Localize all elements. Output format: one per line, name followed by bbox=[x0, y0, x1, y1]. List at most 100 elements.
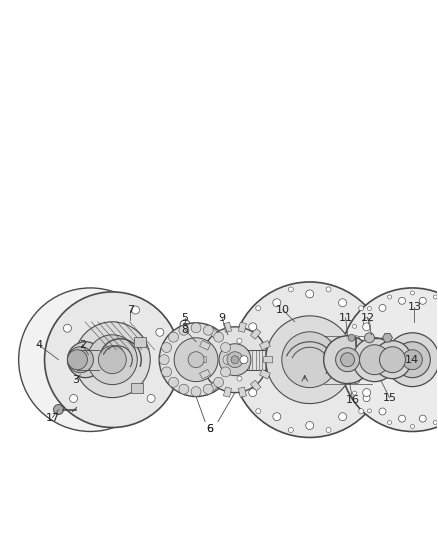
Circle shape bbox=[183, 323, 187, 327]
Polygon shape bbox=[209, 381, 219, 391]
Circle shape bbox=[169, 377, 179, 387]
Circle shape bbox=[19, 288, 162, 432]
Circle shape bbox=[336, 348, 360, 372]
Circle shape bbox=[67, 342, 103, 378]
Circle shape bbox=[353, 377, 360, 384]
Circle shape bbox=[363, 394, 370, 402]
Circle shape bbox=[348, 334, 355, 341]
Circle shape bbox=[240, 356, 248, 364]
Polygon shape bbox=[209, 328, 219, 339]
Circle shape bbox=[339, 298, 346, 306]
Circle shape bbox=[363, 389, 371, 397]
Circle shape bbox=[237, 338, 242, 343]
Circle shape bbox=[410, 291, 414, 295]
Circle shape bbox=[388, 295, 392, 299]
Polygon shape bbox=[238, 322, 247, 333]
Circle shape bbox=[169, 332, 179, 342]
Circle shape bbox=[288, 427, 293, 432]
Text: 16: 16 bbox=[346, 394, 360, 405]
Circle shape bbox=[249, 323, 257, 331]
Circle shape bbox=[70, 394, 78, 402]
Polygon shape bbox=[251, 381, 261, 391]
Circle shape bbox=[353, 338, 396, 382]
Circle shape bbox=[191, 386, 201, 397]
Circle shape bbox=[360, 345, 389, 375]
Text: 4: 4 bbox=[35, 340, 42, 350]
Text: 10: 10 bbox=[276, 305, 290, 315]
Circle shape bbox=[399, 415, 406, 422]
Polygon shape bbox=[260, 369, 270, 379]
Circle shape bbox=[67, 350, 88, 370]
Text: 6: 6 bbox=[207, 424, 214, 434]
Circle shape bbox=[371, 356, 379, 364]
Polygon shape bbox=[223, 387, 232, 397]
Circle shape bbox=[288, 287, 293, 292]
Circle shape bbox=[231, 356, 239, 364]
Circle shape bbox=[399, 297, 406, 304]
Circle shape bbox=[131, 306, 139, 314]
Text: 7: 7 bbox=[127, 305, 134, 315]
Circle shape bbox=[378, 338, 382, 343]
Circle shape bbox=[147, 394, 155, 402]
Circle shape bbox=[379, 408, 386, 415]
Circle shape bbox=[188, 352, 204, 368]
Circle shape bbox=[353, 336, 360, 343]
Circle shape bbox=[203, 325, 213, 335]
Circle shape bbox=[67, 347, 93, 373]
Circle shape bbox=[410, 424, 414, 429]
Polygon shape bbox=[382, 334, 392, 342]
Circle shape bbox=[363, 318, 370, 325]
Polygon shape bbox=[260, 341, 270, 350]
Circle shape bbox=[353, 391, 357, 395]
Polygon shape bbox=[238, 387, 247, 397]
Polygon shape bbox=[197, 357, 206, 363]
Circle shape bbox=[202, 327, 268, 393]
Circle shape bbox=[419, 415, 426, 422]
Text: 9: 9 bbox=[219, 313, 226, 323]
Circle shape bbox=[324, 336, 371, 384]
Text: 6: 6 bbox=[207, 424, 214, 434]
Circle shape bbox=[433, 295, 437, 299]
Text: 11: 11 bbox=[339, 313, 353, 323]
Text: 5: 5 bbox=[182, 313, 189, 323]
Circle shape bbox=[191, 323, 201, 333]
Circle shape bbox=[403, 350, 422, 370]
Text: 8: 8 bbox=[181, 325, 189, 335]
Circle shape bbox=[214, 332, 224, 342]
Polygon shape bbox=[131, 383, 143, 393]
Circle shape bbox=[367, 306, 371, 311]
Circle shape bbox=[367, 409, 371, 413]
Circle shape bbox=[179, 325, 189, 335]
Circle shape bbox=[378, 376, 382, 381]
Circle shape bbox=[359, 409, 364, 414]
Circle shape bbox=[223, 355, 233, 365]
Circle shape bbox=[339, 413, 346, 421]
Circle shape bbox=[379, 347, 406, 373]
Circle shape bbox=[363, 323, 371, 331]
Circle shape bbox=[273, 413, 281, 421]
Circle shape bbox=[341, 288, 438, 432]
Circle shape bbox=[374, 341, 411, 378]
Circle shape bbox=[162, 367, 172, 377]
Polygon shape bbox=[134, 337, 146, 347]
Text: 2: 2 bbox=[79, 340, 86, 350]
Circle shape bbox=[256, 409, 261, 414]
Circle shape bbox=[159, 323, 233, 397]
Circle shape bbox=[364, 333, 374, 343]
Circle shape bbox=[174, 338, 218, 382]
Text: 15: 15 bbox=[382, 393, 396, 402]
Circle shape bbox=[353, 324, 357, 328]
Circle shape bbox=[266, 316, 353, 403]
Circle shape bbox=[221, 343, 230, 352]
Circle shape bbox=[214, 377, 224, 387]
Polygon shape bbox=[251, 328, 261, 339]
Circle shape bbox=[53, 405, 64, 415]
Circle shape bbox=[349, 356, 356, 363]
Text: 14: 14 bbox=[405, 354, 420, 365]
Circle shape bbox=[74, 322, 150, 398]
Text: 12: 12 bbox=[360, 313, 374, 323]
Circle shape bbox=[345, 346, 349, 350]
Circle shape bbox=[326, 287, 331, 292]
Circle shape bbox=[256, 306, 261, 311]
Circle shape bbox=[326, 427, 331, 432]
